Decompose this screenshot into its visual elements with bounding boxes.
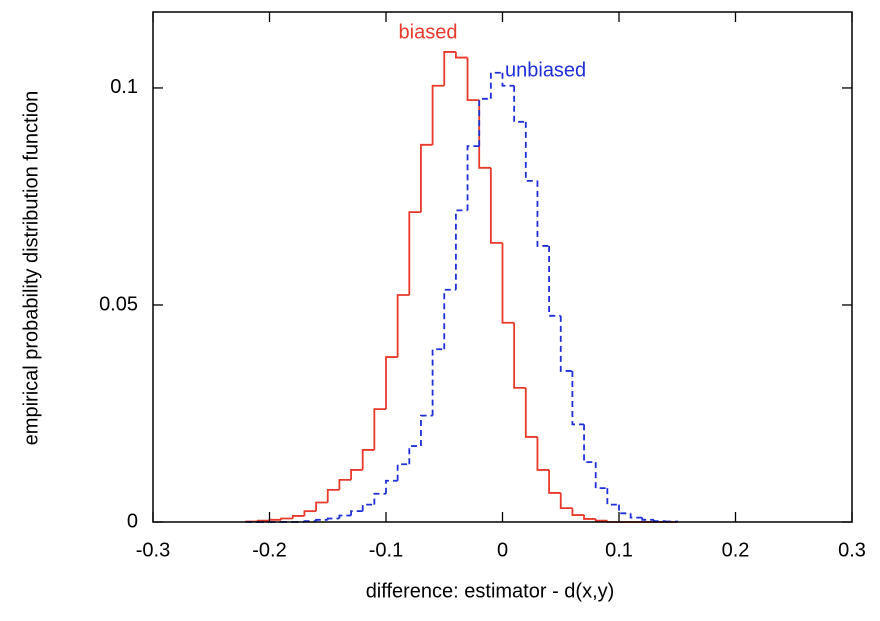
histogram-step <box>386 481 398 494</box>
histogram-step <box>409 212 421 295</box>
histogram-step <box>654 520 666 521</box>
x-tick-label: -0.1 <box>369 539 403 561</box>
histogram-step <box>374 494 386 505</box>
histogram-step <box>339 515 351 518</box>
histogram-step <box>596 519 608 521</box>
histogram-step <box>468 58 480 101</box>
histogram-step <box>374 409 386 450</box>
y-axis-title: empirical probability distribution funct… <box>20 91 42 446</box>
histogram-step <box>409 446 421 464</box>
histogram-step <box>491 168 503 243</box>
histogram-step <box>619 505 631 514</box>
histogram-step <box>503 243 515 323</box>
histogram-step <box>479 100 491 168</box>
histogram-step <box>456 210 468 289</box>
histogram-step <box>351 470 363 480</box>
histogram-step <box>572 508 584 515</box>
histogram-step <box>328 519 340 520</box>
histogram-step <box>281 519 293 520</box>
histogram-step <box>561 316 573 371</box>
histogram-step <box>549 246 561 316</box>
histogram-step <box>398 295 410 357</box>
histogram-step <box>514 86 526 122</box>
x-tick-label: 0.2 <box>722 539 750 561</box>
histogram-step <box>304 511 316 516</box>
x-axis-title: difference: estimator - d(x,y) <box>366 580 615 602</box>
histogram-step <box>270 520 282 521</box>
x-tick-label: -0.3 <box>136 539 170 561</box>
histogram-step <box>584 515 596 519</box>
histogram-step <box>491 73 503 99</box>
histogram-step <box>526 388 538 437</box>
histogram-step <box>444 52 456 86</box>
histogram-step <box>293 516 305 519</box>
histogram-step <box>549 470 561 493</box>
y-tick-label: 0 <box>127 510 138 532</box>
histogram-step <box>363 505 375 512</box>
histogram-step <box>537 437 549 470</box>
series-label: unbiased <box>505 59 586 81</box>
histogram-step <box>398 464 410 480</box>
histogram-step <box>572 371 584 424</box>
histogram-step <box>561 493 573 508</box>
x-tick-label: 0.1 <box>605 539 633 561</box>
series-label: biased <box>399 21 458 43</box>
histogram-step <box>526 122 538 181</box>
histogram-step <box>421 145 433 212</box>
y-tick-label: 0.05 <box>99 293 138 315</box>
histogram-step <box>631 513 643 517</box>
histogram-step <box>339 480 351 490</box>
histogram-step <box>479 99 491 146</box>
histogram-step <box>433 349 445 415</box>
x-tick-label: 0 <box>497 539 508 561</box>
histogram-step <box>386 357 398 409</box>
histogram-step <box>584 424 596 462</box>
histogram-step <box>468 146 480 210</box>
histogram-step <box>316 520 328 521</box>
histogram-step <box>316 502 328 511</box>
histogram-step <box>456 52 468 58</box>
histogram-step <box>642 518 654 520</box>
x-tick-label: -0.2 <box>252 539 286 561</box>
histogram-step <box>607 488 619 504</box>
histogram-step <box>514 323 526 388</box>
histogram-step <box>444 290 456 349</box>
histogram-step <box>421 416 433 446</box>
histogram-step <box>328 490 340 503</box>
histogram-step <box>596 462 608 488</box>
x-tick-label: 0.3 <box>838 539 866 561</box>
histogram-step <box>433 86 445 145</box>
histogram-step <box>363 450 375 470</box>
histogram-step <box>537 181 549 246</box>
histogram-step <box>351 511 363 515</box>
y-tick-label: 0.1 <box>110 76 138 98</box>
